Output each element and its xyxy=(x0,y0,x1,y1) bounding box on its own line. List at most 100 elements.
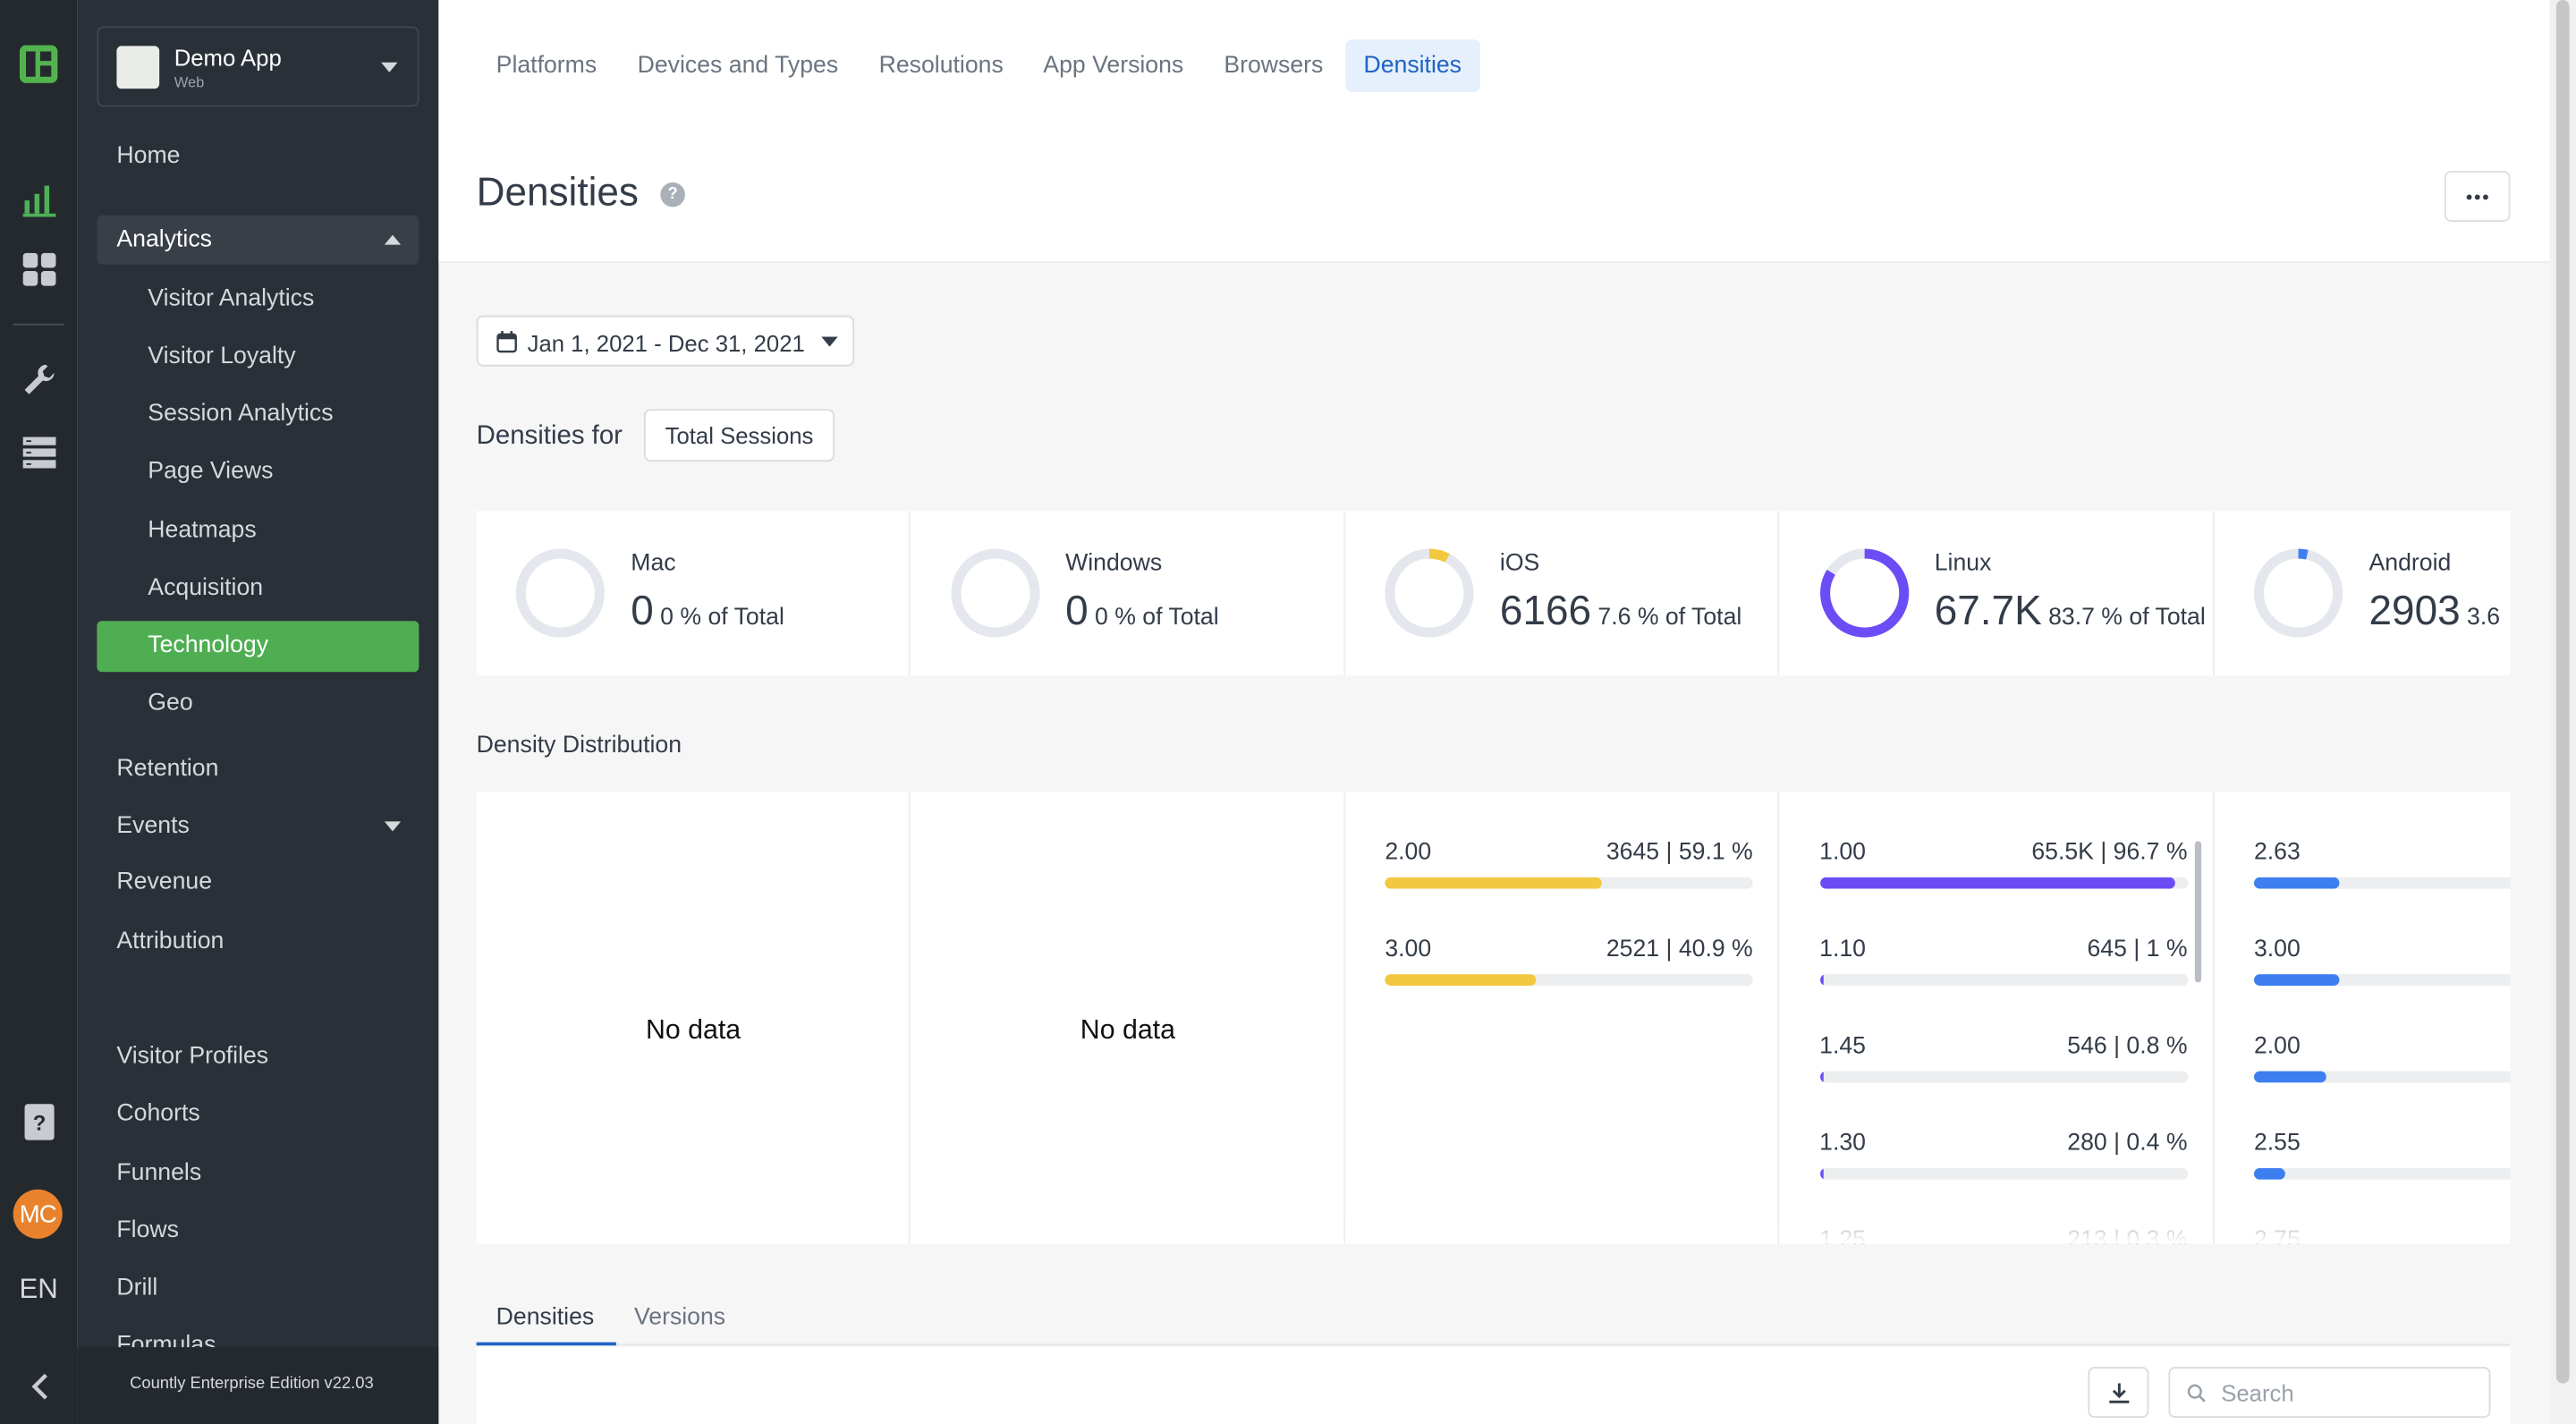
donut-chart xyxy=(2253,548,2343,638)
tab-versions-table[interactable]: Versions xyxy=(633,1304,726,1331)
sidebar-item-drill[interactable]: Drill xyxy=(116,1275,158,1301)
density-bar-track xyxy=(1819,1071,2188,1083)
density-bar-fill xyxy=(2253,877,2341,889)
density-bar-fill xyxy=(2253,1071,2326,1083)
tab-densities-table[interactable]: Densities xyxy=(496,1304,595,1331)
collapse-chevron-icon[interactable] xyxy=(0,1347,78,1424)
search-input[interactable] xyxy=(2217,1377,2465,1410)
density-bar-track xyxy=(1819,877,2188,889)
density-count: 2521 | 40.9 % xyxy=(1606,936,1753,963)
density-bar-track xyxy=(2253,1071,2511,1083)
date-range-picker[interactable]: Jan 1, 2021 - Dec 31, 2021 xyxy=(476,315,855,367)
analytics-chart-icon[interactable] xyxy=(18,177,59,218)
chevron-up-icon xyxy=(384,234,402,245)
sidebar-item-analytics-label: Analytics xyxy=(116,226,212,253)
density-bar-fill xyxy=(1819,1167,1824,1180)
sidebar-item-revenue[interactable]: Revenue xyxy=(116,869,213,896)
sidebar-item-geo[interactable]: Geo xyxy=(148,690,193,716)
tab-browsers[interactable]: Browsers xyxy=(1224,52,1324,80)
density-value: 2.00 xyxy=(2253,1033,2301,1060)
countly-logo-icon[interactable] xyxy=(18,43,59,84)
scroll-fade xyxy=(1345,1194,1778,1244)
tab-densities[interactable]: Densities xyxy=(1345,39,1480,92)
avatar[interactable]: MC xyxy=(13,1189,63,1239)
svg-text:?: ? xyxy=(32,1111,46,1135)
page-scrollbar-thumb[interactable] xyxy=(2555,0,2570,1384)
search-field[interactable] xyxy=(2168,1367,2491,1419)
download-button[interactable] xyxy=(2088,1367,2149,1419)
donut-arc xyxy=(1385,548,1474,638)
language-selector[interactable]: EN xyxy=(19,1273,58,1305)
platform-card: Linux 67.7K 83.7 % of Total xyxy=(1780,511,2214,675)
density-bar-track xyxy=(2253,877,2511,889)
search-icon xyxy=(2187,1382,2207,1411)
sidebar-item-page-views[interactable]: Page Views xyxy=(148,458,274,485)
column-scrollbar[interactable] xyxy=(2193,841,2201,983)
distribution-column: 2.00 3645 | 59.1 % 3.00 2521 | 40.9 % xyxy=(1345,792,1780,1244)
sidebar-item-session-analytics[interactable]: Session Analytics xyxy=(148,401,334,428)
sidebar-item-home[interactable]: Home xyxy=(116,142,181,170)
sidebar-item-acquisition[interactable]: Acquisition xyxy=(148,574,264,602)
page-scrollbar[interactable] xyxy=(2549,0,2576,1424)
no-data-label: No data xyxy=(645,1015,741,1046)
download-icon xyxy=(2108,1382,2129,1403)
database-icon[interactable] xyxy=(18,430,59,471)
active-tab-indicator xyxy=(476,1342,616,1346)
donut-chart xyxy=(515,548,605,638)
donut-chart xyxy=(950,548,1039,638)
scroll-fade xyxy=(2214,1194,2511,1244)
sidebar-item-cohorts[interactable]: Cohorts xyxy=(116,1100,200,1127)
help-book-icon[interactable]: ? xyxy=(18,1101,59,1142)
donut-arc xyxy=(1819,548,1909,638)
density-value: 3.00 xyxy=(1385,936,1432,963)
platform-count: 2903 xyxy=(2368,588,2461,634)
icon-rail: ? MC EN xyxy=(0,0,78,1424)
sidebar-item-flows[interactable]: Flows xyxy=(116,1216,179,1244)
metric-selector[interactable]: Total Sessions xyxy=(643,409,835,462)
density-bar-fill xyxy=(1385,974,1536,987)
app-selector[interactable]: Demo App Web xyxy=(97,26,419,107)
sidebar-item-technology[interactable] xyxy=(97,621,419,673)
sidebar-item-visitor-loyalty[interactable]: Visitor Loyalty xyxy=(148,343,296,370)
density-bar-track xyxy=(1819,1167,2188,1180)
page-title: Densities xyxy=(476,171,639,216)
platform-count: 0 xyxy=(1065,588,1089,634)
distribution-column: No data xyxy=(477,792,911,1244)
sidebar-item-analytics[interactable] xyxy=(97,215,419,265)
platform-name: Android xyxy=(2368,550,2452,577)
distribution-column: No data xyxy=(911,792,1345,1244)
app-name: Demo App xyxy=(174,44,282,71)
tab-app-versions[interactable]: App Versions xyxy=(1043,52,1184,80)
dashboard-grid-icon[interactable] xyxy=(18,248,59,289)
tab-resolutions[interactable]: Resolutions xyxy=(878,52,1004,80)
platform-value: 67.7K 83.7 % of Total xyxy=(1935,589,2206,636)
tab-devices-and-types[interactable]: Devices and Types xyxy=(637,52,839,80)
sidebar: Demo App Web Home Analytics Visitor Anal… xyxy=(0,0,439,1424)
help-icon[interactable]: ? xyxy=(660,182,685,208)
sidebar-item-visitor-profiles[interactable]: Visitor Profiles xyxy=(116,1043,269,1070)
platform-percent: 3.6 xyxy=(2467,604,2501,631)
page-header: Platforms Devices and Types Resolutions … xyxy=(438,0,2550,263)
density-count: 645 | 1 % xyxy=(2087,936,2188,963)
sidebar-item-events[interactable]: Events xyxy=(116,813,190,840)
sidebar-item-attribution[interactable]: Attribution xyxy=(116,928,225,955)
sidebar-item-heatmaps[interactable]: Heatmaps xyxy=(148,517,257,544)
sidebar-item-funnels[interactable]: Funnels xyxy=(116,1159,202,1187)
version-label: Countly Enterprise Edition v22.03 xyxy=(130,1375,374,1394)
platform-name: iOS xyxy=(1499,550,1540,577)
tab-platforms[interactable]: Platforms xyxy=(496,52,597,80)
platform-percent: 0 % of Total xyxy=(660,604,784,631)
density-value: 2.63 xyxy=(2253,839,2301,866)
donut-track xyxy=(2253,548,2343,638)
density-distribution: No data No data 2.00 3645 | 59.1 % 3.00 2… xyxy=(476,792,2511,1244)
density-bar-track xyxy=(2253,1167,2511,1180)
more-options-button[interactable] xyxy=(2445,171,2511,222)
sidebar-item-visitor-analytics[interactable]: Visitor Analytics xyxy=(148,285,315,312)
donut-track xyxy=(515,548,605,638)
density-bar-fill xyxy=(1819,1071,1824,1083)
sidebar-item-retention[interactable]: Retention xyxy=(116,755,219,783)
wrench-icon[interactable] xyxy=(18,358,59,399)
density-value: 2.55 xyxy=(2253,1130,2301,1157)
